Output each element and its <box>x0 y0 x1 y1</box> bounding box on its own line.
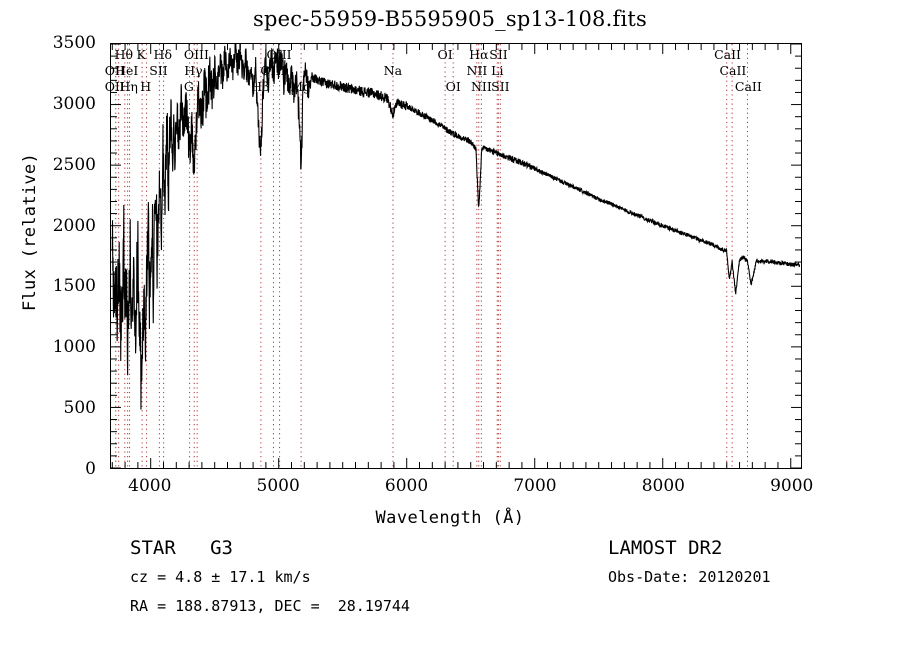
y-tick-500: 500 <box>63 398 96 419</box>
y-axis-title: Flux (relative) <box>20 152 40 312</box>
x-axis-tick-labels: 4000 5000 6000 7000 8000 9000 <box>0 477 900 501</box>
axis-tick-marks <box>111 44 801 468</box>
y-tick-1500: 1500 <box>52 276 96 297</box>
radial-velocity-line: cz = 4.8 ± 17.1 km/s <box>130 568 311 586</box>
x-tick-4000: 4000 <box>128 476 172 496</box>
x-tick-8000: 8000 <box>641 476 685 496</box>
star-class-line: STAR G3 <box>130 537 233 559</box>
y-axis-tick-labels: 0 500 1000 1500 2000 2500 3000 3500 <box>0 35 104 478</box>
y-tick-2000: 2000 <box>52 215 96 236</box>
x-tick-9000: 9000 <box>770 476 814 496</box>
x-tick-5000: 5000 <box>256 476 300 496</box>
page-title: spec-55959-B5595905_sp13-108.fits <box>253 7 647 31</box>
y-tick-0: 0 <box>85 459 96 479</box>
survey-name: LAMOST DR2 <box>608 537 723 559</box>
spectrum-trace <box>111 44 801 410</box>
x-tick-7000: 7000 <box>513 476 557 496</box>
survey-info-block: LAMOST DR2 Obs-Date: 20120201 <box>608 533 888 592</box>
y-tick-3000: 3000 <box>52 93 96 114</box>
spectrum-canvas <box>111 44 801 468</box>
y-tick-1000: 1000 <box>52 337 96 358</box>
x-axis-title: Wavelength (Å) <box>375 508 525 528</box>
object-info-block: STAR G3 cz = 4.8 ± 17.1 km/s RA = 188.87… <box>130 533 590 621</box>
coordinates-line: RA = 188.87913, DEC = 28.19744 <box>130 597 410 615</box>
y-tick-2500: 2500 <box>52 154 96 175</box>
plot-area <box>110 43 802 469</box>
obs-date-line: Obs-Date: 20120201 <box>608 568 771 586</box>
x-tick-6000: 6000 <box>384 476 429 496</box>
emission-line-markers <box>115 44 748 468</box>
metadata-footer: STAR G3 cz = 4.8 ± 17.1 km/s RA = 188.87… <box>0 533 900 643</box>
y-tick-3500: 3500 <box>52 33 96 53</box>
